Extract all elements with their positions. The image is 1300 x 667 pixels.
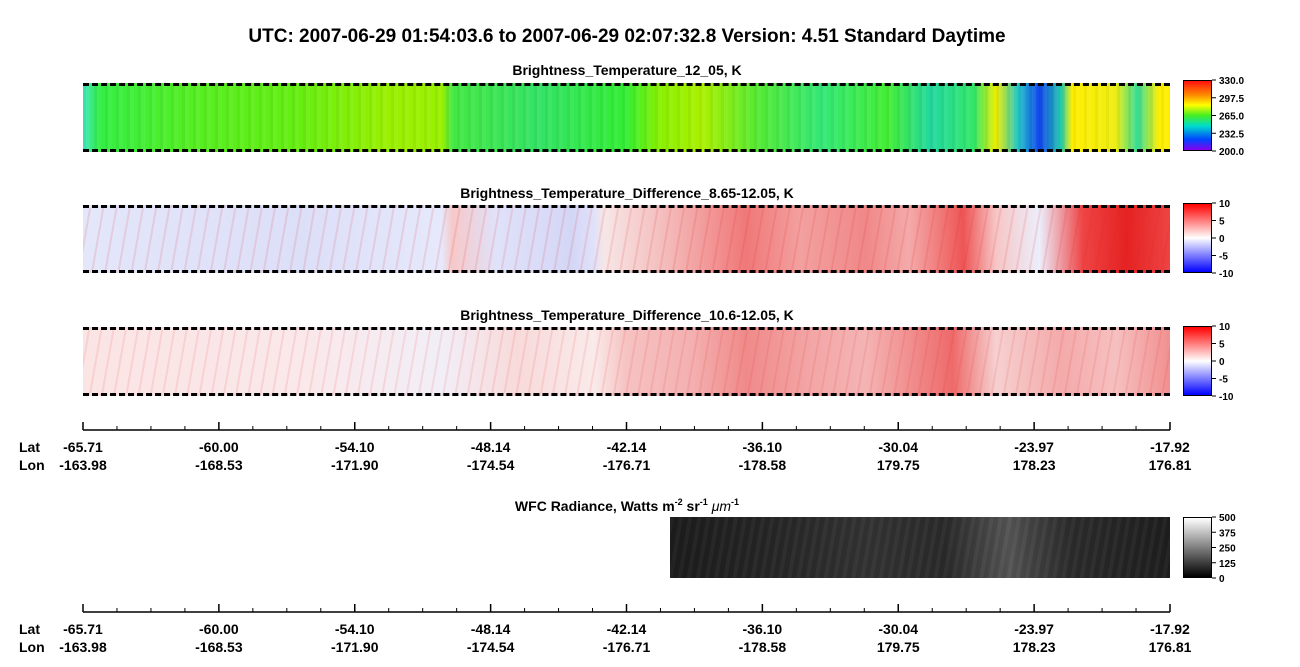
- lat-value: -23.97: [1014, 621, 1054, 637]
- colorbar-label: 0: [1219, 574, 1225, 585]
- lat-value: -48.14: [471, 621, 511, 637]
- lat-value: -17.92: [1150, 621, 1190, 637]
- lon-value: -168.53: [195, 457, 243, 473]
- lat-value: -48.14: [471, 439, 511, 455]
- lat-value: -23.97: [1014, 439, 1054, 455]
- lon-value: -171.90: [331, 457, 379, 473]
- wfc-colorbar: [1183, 517, 1212, 578]
- colorbar-label: 200.0: [1219, 147, 1244, 158]
- lon-value: 176.81: [1149, 639, 1192, 655]
- title-sup: -1: [731, 497, 739, 507]
- colorbar-label: 10: [1219, 322, 1231, 333]
- lat-value: -54.10: [335, 621, 375, 637]
- lat-label: Lat: [19, 621, 40, 637]
- colorbar-label: -5: [1219, 375, 1228, 386]
- lon-value: -176.71: [603, 457, 651, 473]
- colorbar-label: 125: [1219, 559, 1236, 570]
- lat-value: -42.14: [607, 621, 647, 637]
- colorbar-label: -10: [1219, 269, 1234, 280]
- lon-value: -178.58: [739, 639, 787, 655]
- lat-value: -60.00: [199, 621, 239, 637]
- lat-label: Lat: [19, 439, 40, 455]
- colorbar-label: 375: [1219, 528, 1236, 539]
- lon-value: -168.53: [195, 639, 243, 655]
- title-sup: -1: [700, 497, 708, 507]
- lat-value: -60.00: [199, 439, 239, 455]
- panel-title: Brightness_Temperature_Difference_10.6-1…: [460, 307, 794, 323]
- lon-value: -163.98: [59, 639, 107, 655]
- lon-value: 179.75: [877, 457, 920, 473]
- colorbar-label: 5: [1219, 340, 1225, 351]
- lon-value: -163.98: [59, 457, 107, 473]
- page-title: UTC: 2007-06-29 01:54:03.6 to 2007-06-29…: [248, 26, 1005, 47]
- lat-value: -36.10: [743, 439, 783, 455]
- btd-106-colorbar: [1183, 326, 1212, 396]
- lat-value: -65.71: [63, 439, 103, 455]
- btd-865-colorbar: [1183, 203, 1212, 273]
- lat-value: -65.71: [63, 621, 103, 637]
- colorbar-label: 265.0: [1219, 112, 1244, 123]
- lon-label: Lon: [19, 639, 45, 655]
- lon-value: 178.23: [1013, 639, 1056, 655]
- btd-865-image: [83, 205, 1170, 273]
- title-part: μm: [708, 498, 732, 514]
- lon-value: 176.81: [1149, 457, 1192, 473]
- wfc-image: [670, 517, 1170, 578]
- colorbar-label: 500: [1219, 513, 1236, 524]
- lon-value: -174.54: [467, 457, 515, 473]
- lat-value: -30.04: [878, 621, 918, 637]
- colorbar-label: 250: [1219, 544, 1236, 555]
- colorbar-label: 10: [1219, 199, 1231, 210]
- colorbar-label: 0: [1219, 357, 1225, 368]
- title-part: sr: [683, 498, 701, 514]
- colorbar-label: 0: [1219, 234, 1225, 245]
- lon-value: 178.23: [1013, 457, 1056, 473]
- btd-106-image: [83, 327, 1170, 396]
- lat-value: -30.04: [878, 439, 918, 455]
- lon-value: -174.54: [467, 639, 515, 655]
- lon-value: -178.58: [739, 457, 787, 473]
- lon-value: -171.90: [331, 639, 379, 655]
- lat-value: -17.92: [1150, 439, 1190, 455]
- wfc-title: WFC Radiance, Watts m-2 sr-1 μm-1: [515, 497, 739, 514]
- lon-label: Lon: [19, 457, 45, 473]
- colorbar-label: -5: [1219, 252, 1228, 263]
- lon-value: -176.71: [603, 639, 651, 655]
- lat-value: -36.10: [743, 621, 783, 637]
- bt-image: [83, 83, 1170, 152]
- title-sup: -2: [675, 497, 683, 507]
- colorbar-label: 330.0: [1219, 76, 1244, 87]
- bt-colorbar: [1183, 80, 1212, 151]
- colorbar-label: -10: [1219, 392, 1234, 403]
- colorbar-label: 5: [1219, 217, 1225, 228]
- colorbar-label: 232.5: [1219, 129, 1244, 140]
- lat-value: -42.14: [607, 439, 647, 455]
- title-part: WFC Radiance, Watts m: [515, 498, 675, 514]
- lon-value: 179.75: [877, 639, 920, 655]
- panel-title: Brightness_Temperature_Difference_8.65-1…: [460, 185, 794, 201]
- lat-value: -54.10: [335, 439, 375, 455]
- panel-title: Brightness_Temperature_12_05, K: [512, 62, 741, 78]
- colorbar-label: 297.5: [1219, 94, 1244, 105]
